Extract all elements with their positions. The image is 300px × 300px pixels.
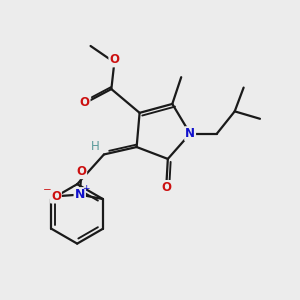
Text: N: N (74, 188, 85, 201)
Text: O: O (109, 53, 119, 66)
Text: O: O (80, 96, 90, 109)
Text: H: H (91, 140, 99, 153)
Text: O: O (161, 181, 171, 194)
Text: N: N (185, 127, 195, 140)
Text: +: + (82, 184, 89, 193)
Text: O: O (76, 165, 86, 178)
Text: −: − (43, 184, 52, 194)
Text: O: O (51, 190, 61, 202)
